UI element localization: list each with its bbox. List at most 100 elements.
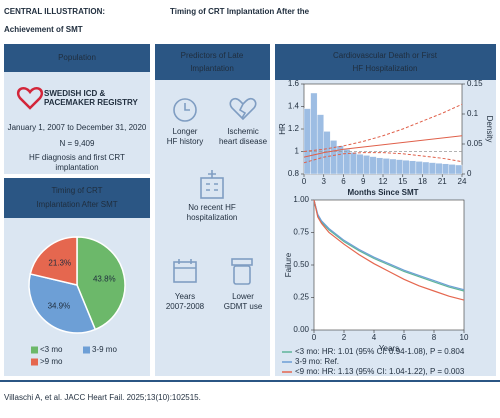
y-axis-label: Failure xyxy=(284,252,293,277)
legend-label: <3 mo: HR: 1.01 (95% CI: 0.94-1.08), P =… xyxy=(295,347,465,356)
period: January 1, 2007 to December 31, 2020 xyxy=(8,123,147,132)
histogram-bar xyxy=(455,164,463,175)
pie-slice xyxy=(29,236,78,286)
y-tick-label: 0.25 xyxy=(293,293,309,302)
histogram-bar xyxy=(303,108,311,175)
x-tick-label: 10 xyxy=(460,333,469,342)
y-tick-label: 0.00 xyxy=(293,325,309,334)
legend-swatch xyxy=(31,346,38,354)
criteria: HF diagnosis and first CRT xyxy=(29,153,125,162)
y-tick-label: 1.00 xyxy=(293,195,309,204)
panel-title: HF Hospitalization xyxy=(353,64,418,73)
x-tick-label: 0 xyxy=(312,333,317,342)
histogram-bar xyxy=(402,159,410,175)
panel-title: Cardiovascular Death or First xyxy=(333,51,438,60)
predictor-label: hospitalization xyxy=(187,213,238,222)
x-axis-label: Years xyxy=(379,344,399,353)
histogram-bar xyxy=(369,156,377,175)
histogram-bar xyxy=(349,152,357,175)
registry-name: PACEMAKER REGISTRY xyxy=(44,98,138,107)
x-tick-label: 6 xyxy=(402,333,407,342)
x-tick-label: 15 xyxy=(398,177,407,186)
panel-title: Implantation xyxy=(190,64,234,73)
predictor-label: Ischemic xyxy=(227,127,259,136)
histogram-bar xyxy=(395,159,403,175)
hr-line xyxy=(303,152,463,164)
slice-label: 21.3% xyxy=(48,258,71,267)
x-tick-label: 9 xyxy=(361,177,366,186)
header-title: Achievement of SMT xyxy=(4,25,83,34)
y2-axis-label: Density xyxy=(485,116,494,143)
panel-title: Implantation After SMT xyxy=(36,200,117,209)
km-curve xyxy=(313,199,465,291)
histogram-bar xyxy=(428,162,436,175)
km-curve xyxy=(313,199,465,301)
divider xyxy=(0,380,500,382)
y-tick-label: 1.4 xyxy=(288,102,300,111)
predictor-label: Years xyxy=(175,292,195,301)
predictor-label: GDMT use xyxy=(224,302,263,311)
predictor-label: No recent HF xyxy=(188,203,236,212)
legend-label: 3-9 mo: Ref. xyxy=(295,357,339,366)
histogram-bar xyxy=(389,158,397,175)
y-tick-label: 1.6 xyxy=(288,79,300,88)
x-tick-label: 24 xyxy=(458,177,467,186)
legend-label: <3 mo xyxy=(40,345,63,354)
histogram-bar xyxy=(356,153,364,175)
histogram-bar xyxy=(310,92,318,175)
slice-label: 43.8% xyxy=(93,275,116,284)
histogram-bar xyxy=(448,164,456,175)
predictor-label: Lower xyxy=(232,292,254,301)
legend-swatch xyxy=(83,346,90,354)
x-axis-label: Months Since SMT xyxy=(347,188,418,197)
histogram-bar xyxy=(435,162,443,175)
legend-label: <9 mo: HR: 1.13 (95% CI: 1.04-1.22), P =… xyxy=(295,367,465,376)
x-tick-label: 2 xyxy=(342,333,347,342)
sample-size: N = 9,409 xyxy=(60,139,95,148)
histogram-bar xyxy=(442,163,450,175)
slice-label: 34.9% xyxy=(48,301,71,310)
registry-name: SWEDISH ICD & xyxy=(44,89,106,98)
legend-swatch xyxy=(31,358,38,366)
pie-slice xyxy=(76,236,126,331)
hr-line xyxy=(303,135,463,158)
panel-header xyxy=(4,44,150,72)
x-tick-label: 4 xyxy=(372,333,377,342)
hr-line xyxy=(303,103,463,152)
y-tick-label: 1.2 xyxy=(288,124,300,133)
predictor-label: 2007-2008 xyxy=(166,302,205,311)
histogram-bar xyxy=(376,157,384,175)
panel-header xyxy=(155,44,270,80)
histogram-bar xyxy=(330,140,338,175)
x-tick-label: 3 xyxy=(322,177,327,186)
criteria: implantation xyxy=(55,163,98,172)
predictor-label: HF history xyxy=(167,137,203,146)
x-tick-label: 18 xyxy=(418,177,427,186)
y-tick-label: 0.75 xyxy=(293,228,309,237)
y2-tick-label: 0 xyxy=(467,169,472,178)
citation: Villaschi A, et al. JACC Heart Fail. 202… xyxy=(4,393,201,402)
y-tick-label: 0.8 xyxy=(288,169,300,178)
panel-header xyxy=(275,44,496,80)
panel-title: Timing of CRT xyxy=(51,186,102,195)
legend-label: 3-9 mo xyxy=(92,345,117,354)
icons xyxy=(173,97,257,285)
histogram-bar xyxy=(363,155,371,175)
y-tick-label: 1 xyxy=(295,147,300,156)
histogram-bar xyxy=(422,161,430,175)
y2-tick-label: 0.05 xyxy=(467,139,483,148)
header-title: Timing of CRT Implantation After the xyxy=(170,7,310,16)
x-tick-label: 6 xyxy=(341,177,346,186)
pie-slice xyxy=(28,273,97,334)
predictor-label: Longer xyxy=(173,127,198,136)
x-tick-label: 12 xyxy=(379,177,388,186)
histogram-bar xyxy=(382,158,390,175)
registry-logo xyxy=(16,87,44,110)
predictor-label: heart disease xyxy=(219,137,268,146)
histogram-bar xyxy=(316,114,324,175)
header-label: CENTRAL ILLUSTRATION: xyxy=(4,7,105,16)
panel-title: Predictors of Late xyxy=(181,51,244,60)
x-tick-label: 8 xyxy=(432,333,437,342)
x-tick-label: 0 xyxy=(302,177,307,186)
